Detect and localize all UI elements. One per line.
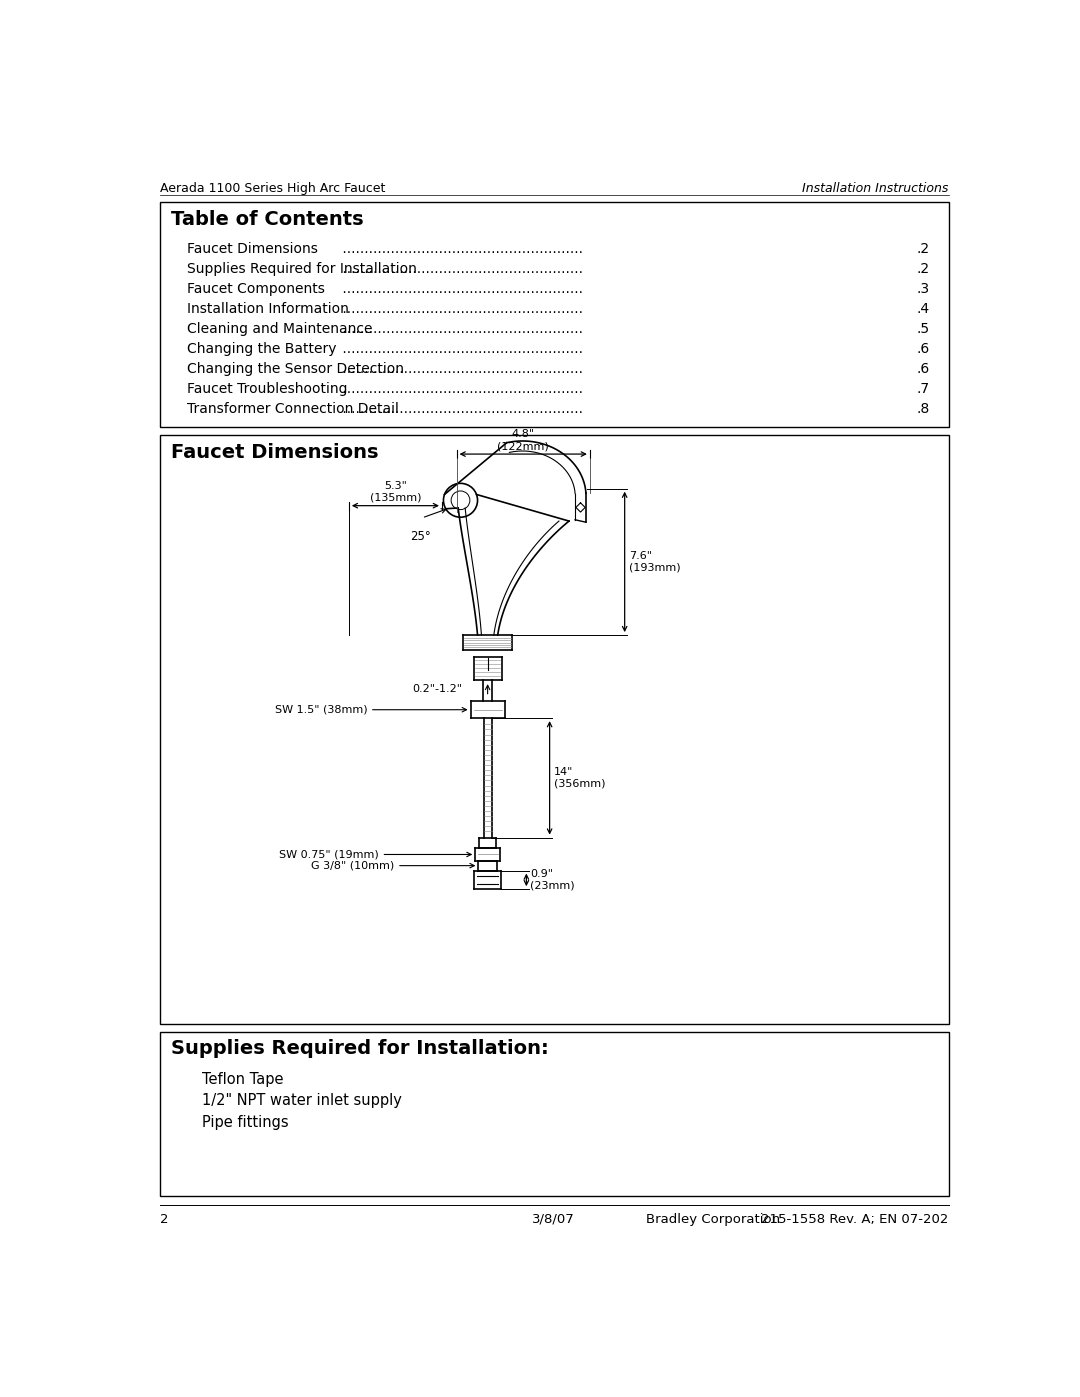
Text: SW 0.75" (19mm): SW 0.75" (19mm) [280,849,379,859]
Text: Changing the Sensor Detection: Changing the Sensor Detection [187,362,404,376]
Text: 3/8/07: 3/8/07 [532,1213,575,1225]
Text: .......................................................: ........................................… [338,242,583,256]
Text: .7: .7 [916,383,929,397]
Text: Supplies Required for Installation:: Supplies Required for Installation: [171,1039,549,1059]
Text: 2: 2 [160,1213,168,1225]
Text: Faucet Troubleshooting: Faucet Troubleshooting [187,383,348,397]
Bar [160,1031,948,1196]
Text: .......................................................: ........................................… [338,402,583,416]
Text: .......................................................: ........................................… [338,263,583,277]
Text: .......................................................: ........................................… [338,323,583,337]
Text: 0.2"-1.2": 0.2"-1.2" [413,685,462,694]
Text: Cleaning and Maintenance: Cleaning and Maintenance [187,323,373,337]
Text: SW 1.5" (38mm): SW 1.5" (38mm) [275,704,367,715]
Bar [160,203,948,427]
Text: Faucet Dimensions: Faucet Dimensions [171,443,378,461]
Text: .6: .6 [916,362,930,376]
Text: .......................................................: ........................................… [338,342,583,356]
Text: .4: .4 [916,302,929,316]
Text: .3: .3 [916,282,929,296]
Text: .6: .6 [916,342,930,356]
Text: 4.8"
(122mm): 4.8" (122mm) [497,429,549,451]
Bar [160,434,948,1024]
Text: .2: .2 [916,263,929,277]
Text: Pipe fittings: Pipe fittings [202,1115,289,1130]
Text: 7.6"
(193mm): 7.6" (193mm) [630,550,681,573]
Text: Installation Information: Installation Information [187,302,349,316]
Text: .5: .5 [916,323,929,337]
Text: Changing the Battery: Changing the Battery [187,342,337,356]
Text: G 3/8" (10mm): G 3/8" (10mm) [311,861,394,870]
Text: 14"
(356mm): 14" (356mm) [554,767,606,789]
Text: Transformer Connection Detail: Transformer Connection Detail [187,402,399,416]
Text: 0.9"
(23mm): 0.9" (23mm) [530,869,575,891]
Text: .......................................................: ........................................… [338,282,583,296]
Text: 215-1558 Rev. A; EN 07-202: 215-1558 Rev. A; EN 07-202 [761,1213,948,1225]
Text: .2: .2 [916,242,929,256]
Text: Faucet Dimensions: Faucet Dimensions [187,242,318,256]
Text: 1/2" NPT water inlet supply: 1/2" NPT water inlet supply [202,1094,402,1108]
Text: Faucet Components: Faucet Components [187,282,325,296]
Text: Teflon Tape: Teflon Tape [202,1071,284,1087]
Text: Aerada 1100 Series High Arc Faucet: Aerada 1100 Series High Arc Faucet [160,182,386,196]
Text: Supplies Required for Installation: Supplies Required for Installation [187,263,417,277]
Text: 5.3"
(135mm): 5.3" (135mm) [369,481,421,503]
Text: Table of Contents: Table of Contents [171,210,363,229]
Text: .8: .8 [916,402,930,416]
Text: .......................................................: ........................................… [338,302,583,316]
Text: Installation Instructions: Installation Instructions [802,182,948,196]
Text: 25°: 25° [410,529,431,542]
Text: .......................................................: ........................................… [338,362,583,376]
Text: Bradley Corporation: Bradley Corporation [647,1213,781,1225]
Text: .......................................................: ........................................… [338,383,583,397]
